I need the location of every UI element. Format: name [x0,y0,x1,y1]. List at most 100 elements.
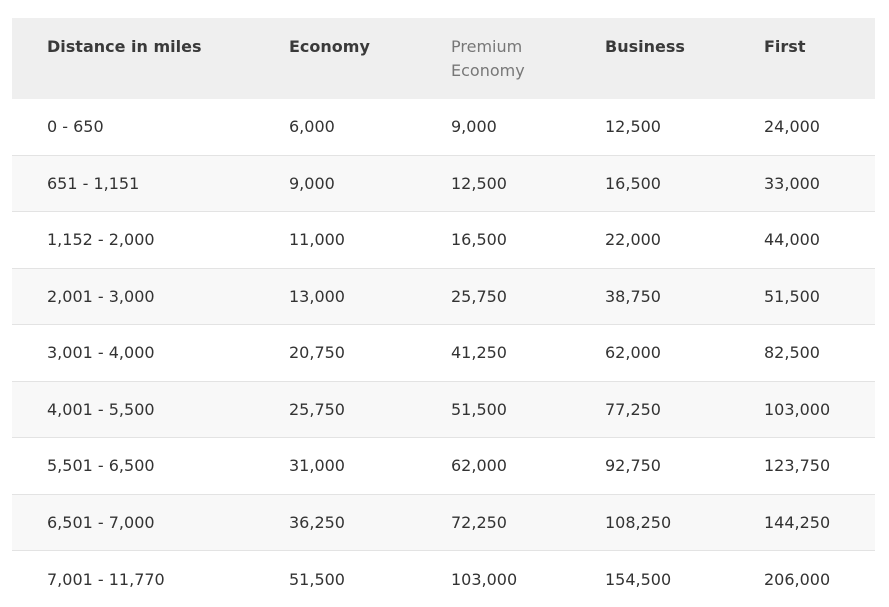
table-cell-wrap: 16,500 [416,230,570,249]
table-cell-wrap: 0 - 650 [12,117,254,136]
table-header-row: Distance in miles Economy Premium Econom… [12,18,875,99]
distance-range-cell: 4,001 - 5,500 [47,399,155,419]
miles-cell: 20,750 [289,343,345,363]
distance-range-cell: 7,001 - 11,770 [47,569,165,589]
header-cell-business: Business [570,35,729,59]
miles-cell: 41,250 [451,343,507,363]
miles-cell: 22,000 [605,230,661,250]
header-cell-first: First [729,35,875,59]
table-row: 5,501 - 6,500 31,000 62,000 92,750 123,750 [12,438,875,495]
award-chart-table: Distance in miles Economy Premium Econom… [12,18,875,607]
table-cell-wrap: 206,000 [729,570,875,589]
miles-cell: 38,750 [605,286,661,306]
table-cell-wrap: 1,152 - 2,000 [12,230,254,249]
table-row: 6,501 - 7,000 36,250 72,250 108,250 144,250 [12,494,875,551]
miles-cell: 51,500 [451,399,507,419]
miles-cell: 82,500 [764,343,820,363]
miles-cell: 12,500 [451,173,507,193]
miles-cell: 25,750 [289,399,345,419]
table-cell-wrap: 154,500 [570,570,729,589]
table-cell-wrap: 62,000 [570,343,729,362]
table-cell-wrap: 51,500 [254,570,416,589]
table-body: 0 - 650 6,000 9,000 12,500 24,000 651 - 1,151… [12,99,875,607]
miles-cell: 77,250 [605,399,661,419]
miles-cell: 108,250 [605,512,672,532]
table-cell-wrap: 4,001 - 5,500 [12,400,254,419]
table-cell-wrap: 41,250 [416,343,570,362]
table-cell-wrap: 24,000 [729,117,875,136]
table-cell-wrap: 12,500 [416,174,570,193]
table-row: 7,001 - 11,770 51,500 103,000 154,500 206,00… [12,551,875,607]
miles-cell: 24,000 [764,117,820,137]
miles-cell: 103,000 [451,569,518,589]
table-row: 4,001 - 5,500 25,750 51,500 77,250 103,000 [12,381,875,438]
miles-cell: 6,000 [289,117,335,137]
miles-cell: 16,500 [605,173,661,193]
header-cell-economy: Economy [254,35,416,59]
table-cell-wrap: 31,000 [254,456,416,475]
header-premium-economy: Premium Economy [451,37,525,80]
table-cell-wrap: 12,500 [570,117,729,136]
miles-cell: 62,000 [605,343,661,363]
miles-cell: 36,250 [289,512,345,532]
table-cell-wrap: 108,250 [570,513,729,532]
distance-range-cell: 1,152 - 2,000 [47,230,155,250]
table-cell-wrap: 72,250 [416,513,570,532]
table-cell-wrap: 77,250 [570,400,729,419]
table-cell-wrap: 44,000 [729,230,875,249]
header-economy: Economy [289,37,370,56]
table-cell-wrap: 92,750 [570,456,729,475]
table-cell-wrap: 6,501 - 7,000 [12,513,254,532]
miles-cell: 206,000 [764,569,831,589]
table-cell-wrap: 144,250 [729,513,875,532]
distance-range-cell: 3,001 - 4,000 [47,343,155,363]
miles-cell: 9,000 [451,117,497,137]
distance-range-cell: 2,001 - 3,000 [47,286,155,306]
miles-cell: 11,000 [289,230,345,250]
header-cell-distance: Distance in miles [12,35,254,59]
table-cell-wrap: 51,500 [729,287,875,306]
miles-cell: 16,500 [451,230,507,250]
table-cell-wrap: 20,750 [254,343,416,362]
table-cell-wrap: 103,000 [729,400,875,419]
miles-cell: 103,000 [764,399,831,419]
header-business: Business [605,37,685,56]
table-row: 0 - 650 6,000 9,000 12,500 24,000 [12,99,875,156]
table-cell-wrap: 3,001 - 4,000 [12,343,254,362]
table-cell-wrap: 62,000 [416,456,570,475]
table-cell-wrap: 5,501 - 6,500 [12,456,254,475]
miles-cell: 31,000 [289,456,345,476]
table-cell-wrap: 16,500 [570,174,729,193]
miles-cell: 51,500 [289,569,345,589]
table-cell-wrap: 103,000 [416,570,570,589]
distance-range-cell: 651 - 1,151 [47,173,140,193]
miles-cell: 51,500 [764,286,820,306]
table-row: 651 - 1,151 9,000 12,500 16,500 33,000 [12,155,875,212]
table-cell-wrap: 25,750 [416,287,570,306]
table-cell-wrap: 651 - 1,151 [12,174,254,193]
table-cell-wrap: 51,500 [416,400,570,419]
table-cell-wrap: 6,000 [254,117,416,136]
distance-range-cell: 0 - 650 [47,117,104,137]
table-cell-wrap: 9,000 [416,117,570,136]
miles-cell: 123,750 [764,456,831,476]
table-cell-wrap: 38,750 [570,287,729,306]
miles-cell: 62,000 [451,456,507,476]
table-cell-wrap: 13,000 [254,287,416,306]
table-cell-wrap: 36,250 [254,513,416,532]
table-cell-wrap: 33,000 [729,174,875,193]
miles-cell: 144,250 [764,512,831,532]
header-distance: Distance in miles [47,37,202,56]
distance-range-cell: 5,501 - 6,500 [47,456,155,476]
miles-cell: 9,000 [289,173,335,193]
table-cell-wrap: 11,000 [254,230,416,249]
miles-cell: 92,750 [605,456,661,476]
table-cell-wrap: 7,001 - 11,770 [12,570,254,589]
table-cell-wrap: 2,001 - 3,000 [12,287,254,306]
miles-cell: 25,750 [451,286,507,306]
miles-cell: 12,500 [605,117,661,137]
miles-cell: 33,000 [764,173,820,193]
header-cell-premium-economy: Premium Economy [416,35,570,83]
miles-cell: 13,000 [289,286,345,306]
